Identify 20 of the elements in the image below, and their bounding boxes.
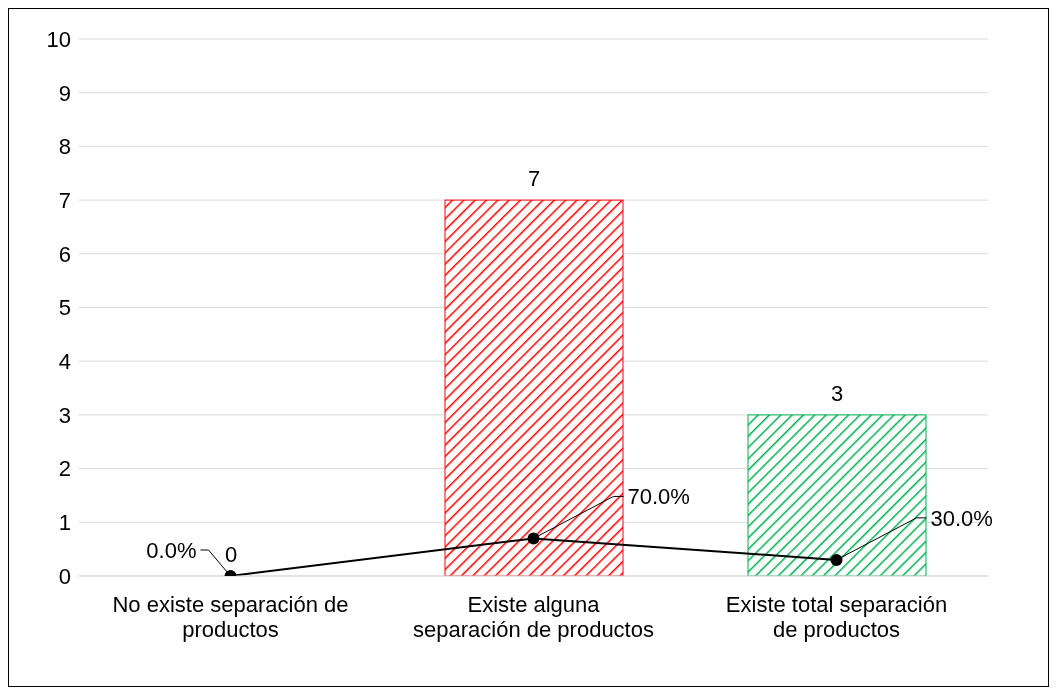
data-label: 70.0% — [627, 484, 690, 510]
y-tick-label: 5 — [58, 295, 71, 321]
data-label: 7 — [527, 166, 541, 192]
data-label: 0.0% — [146, 537, 197, 563]
y-tick-label: 4 — [58, 349, 71, 375]
data-label: 30.0% — [930, 505, 993, 531]
y-tick-label: 2 — [58, 456, 71, 482]
y-tick-label: 10 — [46, 26, 71, 52]
y-tick-label: 7 — [58, 187, 71, 213]
y-tick-label: 6 — [58, 241, 71, 267]
y-tick-label: 0 — [58, 563, 71, 589]
data-label: 3 — [830, 380, 844, 406]
y-tick-label: 8 — [58, 134, 71, 160]
data-label: 0 — [224, 542, 238, 567]
x-tick-label: No existe separación de productos — [112, 591, 349, 643]
y-tick-label: 9 — [58, 80, 71, 106]
y-tick-label: 3 — [58, 402, 71, 428]
y-tick-label: 1 — [58, 510, 71, 536]
x-tick-label: Existe total separación de productos — [725, 591, 948, 643]
x-tick-label: Existe alguna separación de productos — [413, 591, 654, 643]
